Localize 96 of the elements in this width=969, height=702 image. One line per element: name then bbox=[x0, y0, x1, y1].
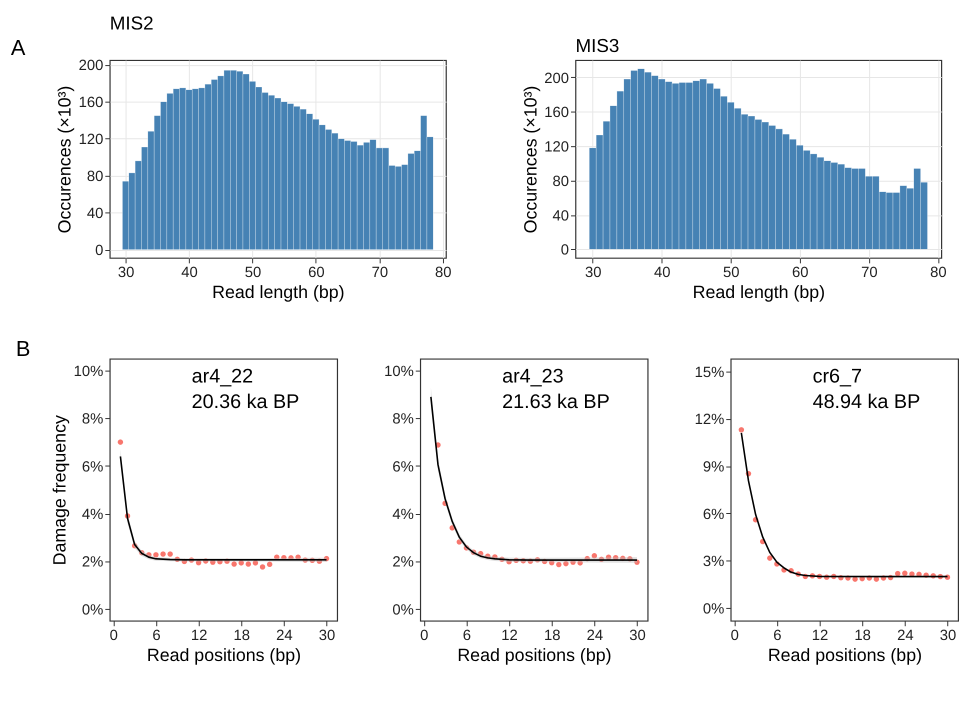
y-tick-label: 4% bbox=[82, 507, 104, 524]
y-tick-label: 9% bbox=[702, 460, 724, 476]
point bbox=[738, 427, 744, 432]
y-tick-label: 120 bbox=[78, 132, 104, 148]
point bbox=[563, 560, 569, 566]
y-tick-label: 15% bbox=[694, 364, 724, 381]
x-tick-label: 40 bbox=[654, 265, 670, 282]
x-tick-label: 30 bbox=[118, 265, 134, 282]
x-tick-label: 6 bbox=[152, 628, 161, 644]
point bbox=[895, 570, 900, 576]
annotation: ar4_23 bbox=[502, 365, 564, 388]
y-tick-label: 3% bbox=[702, 554, 724, 570]
point bbox=[167, 551, 173, 557]
x-tick-label: 18 bbox=[854, 628, 871, 644]
y-axis-title: Occurences (×10³) bbox=[520, 86, 540, 234]
x-tick-label: 50 bbox=[723, 265, 740, 282]
point bbox=[767, 555, 772, 561]
x-tick-label: 30 bbox=[318, 628, 336, 644]
point bbox=[266, 562, 272, 568]
x-tick-label: 12 bbox=[501, 628, 518, 644]
x-axis-title: Read length (bp) bbox=[212, 282, 345, 302]
point bbox=[153, 552, 159, 558]
y-tick-label: 2% bbox=[392, 554, 414, 571]
x-tick-label: 6 bbox=[773, 628, 782, 644]
point bbox=[246, 561, 252, 567]
x-tick-label: 0 bbox=[730, 628, 739, 644]
text: A bbox=[10, 35, 26, 60]
annotation: 20.36 ka BP bbox=[192, 391, 300, 414]
y-axis-title: Occurences (×10³) bbox=[54, 86, 75, 234]
x-tick-label: 12 bbox=[812, 628, 828, 644]
point bbox=[160, 551, 166, 557]
x-tick-label: 30 bbox=[629, 628, 646, 644]
y-tick-label: 80 bbox=[86, 169, 104, 186]
x-tick-label: 18 bbox=[544, 628, 560, 644]
point bbox=[238, 560, 244, 566]
x-tick-label: 80 bbox=[930, 265, 947, 282]
point bbox=[592, 553, 598, 558]
x-tick-label: 70 bbox=[861, 265, 878, 282]
point bbox=[902, 570, 908, 576]
y-tick-label: 0 bbox=[95, 243, 104, 260]
x-tick-label: 70 bbox=[372, 265, 388, 282]
point bbox=[556, 562, 562, 568]
x-tick-label: 80 bbox=[435, 265, 452, 282]
y-axis-title: Damage frequency bbox=[50, 415, 70, 566]
x-axis-title: Read positions (bp) bbox=[457, 644, 612, 665]
x-tick-label: 50 bbox=[244, 265, 262, 282]
y-tick-label: 0% bbox=[82, 602, 104, 618]
x-tick-label: 12 bbox=[190, 628, 208, 644]
x-tick-label: 24 bbox=[586, 628, 604, 644]
x-tick-label: 0 bbox=[110, 628, 118, 644]
y-tick-label: 10% bbox=[384, 364, 414, 380]
y-tick-label: 4% bbox=[392, 507, 414, 524]
x-tick-label: 30 bbox=[940, 628, 956, 644]
y-tick-label: 12% bbox=[694, 412, 724, 428]
x-tick-label: 30 bbox=[584, 265, 602, 282]
x-tick-label: 40 bbox=[181, 265, 198, 282]
annotation: 21.63 ka BP bbox=[502, 391, 610, 414]
y-tick-label: 6% bbox=[702, 506, 724, 523]
y-tick-label: 8% bbox=[392, 412, 414, 428]
y-tick-label: 80 bbox=[552, 174, 570, 190]
point bbox=[456, 539, 462, 545]
x-tick-label: 24 bbox=[897, 628, 914, 644]
chart-title: MIS2 bbox=[110, 12, 154, 34]
y-tick-label: 0% bbox=[702, 602, 724, 618]
point bbox=[231, 561, 237, 567]
y-tick-label: 160 bbox=[78, 95, 104, 112]
x-tick-label: 24 bbox=[276, 628, 293, 644]
x-axis-title: Read positions (bp) bbox=[146, 644, 302, 665]
y-tick-label: 40 bbox=[86, 206, 104, 222]
y-tick-label: 6% bbox=[392, 459, 414, 476]
y-tick-label: 40 bbox=[552, 208, 570, 224]
annotation: cr6_7 bbox=[812, 365, 862, 388]
text: B bbox=[16, 336, 30, 361]
x-tick-label: 0 bbox=[420, 628, 428, 644]
y-tick-label: 2% bbox=[82, 554, 104, 571]
y-tick-label: 120 bbox=[544, 140, 570, 156]
annotation: ar4_22 bbox=[192, 365, 254, 388]
x-tick-label: 6 bbox=[462, 628, 472, 644]
x-tick-label: 18 bbox=[233, 628, 250, 644]
y-tick-label: 10% bbox=[74, 364, 104, 380]
point bbox=[118, 439, 124, 445]
x-tick-label: 60 bbox=[308, 265, 325, 282]
x-axis-title: Read positions (bp) bbox=[768, 644, 922, 665]
y-tick-label: 200 bbox=[78, 58, 104, 74]
annotation: 48.94 ka BP bbox=[812, 391, 920, 414]
point bbox=[252, 560, 258, 566]
x-axis-title: Read length (bp) bbox=[692, 282, 826, 302]
x-tick-label: 60 bbox=[792, 265, 809, 282]
y-tick-label: 0 bbox=[560, 242, 570, 259]
y-tick-label: 6% bbox=[82, 459, 104, 476]
point bbox=[260, 564, 266, 570]
chart-title: MIS3 bbox=[575, 35, 620, 56]
y-tick-label: 160 bbox=[544, 105, 570, 122]
y-tick-label: 200 bbox=[544, 70, 570, 87]
y-tick-label: 8% bbox=[82, 412, 104, 428]
y-tick-label: 0% bbox=[392, 602, 414, 618]
